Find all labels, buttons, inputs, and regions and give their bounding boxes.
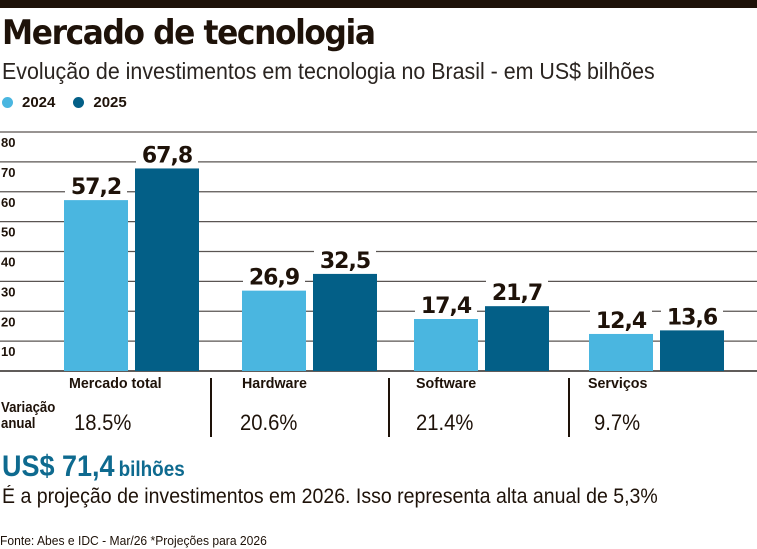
category-label-mercado-total: Mercado total: [69, 375, 162, 392]
y-tick-label: 30: [1, 284, 15, 299]
source-note: Fonte: Abes e IDC - Mar/26 *Projeções pa…: [0, 533, 267, 548]
projection-unit: bilhões: [118, 458, 185, 481]
chart-title: Mercado de tecnologia: [2, 13, 376, 53]
data-label-2024: 12,4: [596, 309, 647, 334]
y-tick-label: 50: [1, 225, 15, 240]
annual-variation-label-line1: Variação: [1, 399, 56, 416]
bar-chart: 10 20 30 40 50 60 70 80 57,2 26,9 17,4 12,4 67,8 32,5…: [0, 131, 757, 372]
bar-2025: [135, 168, 199, 371]
bar-2024: [64, 200, 128, 371]
data-label-2024: 26,9: [249, 266, 299, 291]
data-label-background: [136, 141, 198, 166]
data-label-2025: 21,7: [492, 281, 542, 306]
y-tick-label: 40: [1, 255, 15, 270]
y-tick-label: 70: [1, 165, 15, 180]
legend-item-2024: 2024: [2, 94, 55, 111]
legend: 2024 2025: [2, 94, 145, 111]
legend-label-2024: 2024: [22, 94, 56, 111]
legend-label-2025: 2025: [93, 94, 127, 111]
projection-value: US$ 71,4: [2, 450, 115, 483]
projection-highlight: US$ 71,4 bilhões: [2, 450, 185, 484]
data-label-background: [661, 303, 723, 328]
annual-variation-label-line2: anual: [1, 415, 36, 432]
legend-dot-2024-icon: [2, 97, 13, 108]
y-tick-label: 80: [1, 135, 15, 150]
data-label-background: [314, 246, 376, 271]
data-label-background: [590, 306, 652, 331]
data-label-background: [486, 279, 548, 304]
variation-hardware: 20.6%: [240, 410, 298, 435]
data-label-2025: 32,5: [320, 249, 370, 274]
column-separator: [388, 378, 390, 437]
data-label-2025: 13,6: [667, 305, 718, 330]
chart-subtitle: Evolução de investimentos em tecnologia …: [2, 58, 655, 84]
data-label-2024: 17,4: [421, 294, 472, 319]
annual-variation-label: Variação anual: [1, 400, 55, 432]
y-tick-label: 60: [1, 195, 15, 210]
bar-2025: [485, 306, 549, 371]
y-tick-label: 10: [1, 344, 15, 359]
data-label-background: [415, 292, 477, 317]
bar-2024: [414, 319, 478, 371]
data-label-background: [65, 173, 127, 198]
variation-servicos: 9.7%: [594, 410, 641, 435]
category-label-software: Software: [416, 375, 477, 392]
legend-dot-2025-icon: [73, 97, 85, 108]
category-label-hardware: Hardware: [242, 375, 307, 392]
variation-mercado-total: 18.5%: [74, 410, 132, 435]
variation-software: 21.4%: [416, 410, 474, 435]
y-tick-label: 20: [1, 314, 15, 329]
bar-2024: [242, 290, 306, 371]
data-label-2024: 57,2: [71, 175, 121, 200]
projection-description: É a projeção de investimentos em 2026. I…: [2, 485, 658, 508]
top-bar: [0, 0, 757, 8]
data-label-background: [243, 263, 305, 288]
column-separator: [210, 378, 212, 437]
bar-2024: [589, 333, 653, 371]
bar-2025: [313, 273, 377, 371]
data-label-2025: 67,8: [142, 143, 192, 168]
category-label-servicos: Serviços: [588, 375, 648, 392]
bar-2025: [660, 330, 724, 371]
column-separator: [568, 378, 570, 437]
legend-item-2025: 2025: [73, 94, 127, 111]
